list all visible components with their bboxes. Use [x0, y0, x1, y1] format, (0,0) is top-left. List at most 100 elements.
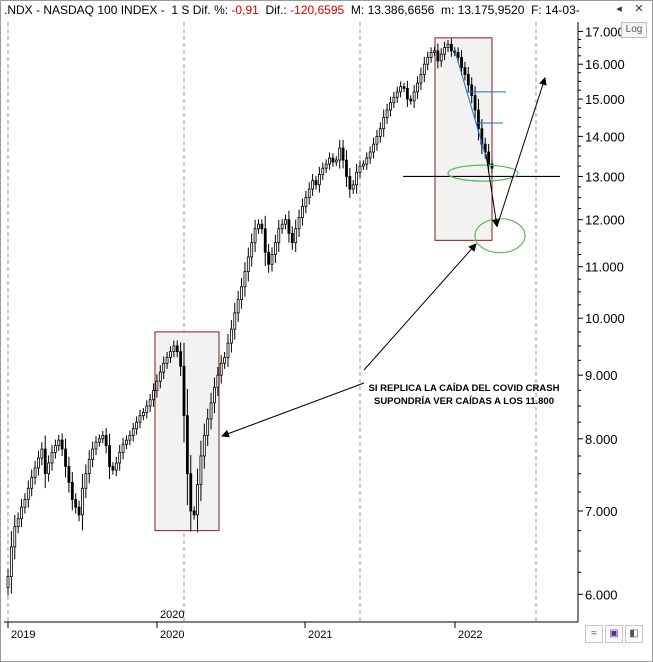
- candle-body: [375, 135, 379, 145]
- candle-body: [155, 380, 159, 391]
- candle-body: [277, 228, 281, 244]
- candle-body: [270, 254, 274, 265]
- candle-body: [40, 448, 44, 459]
- candle-body: [273, 242, 277, 255]
- candle-body: [368, 151, 372, 159]
- candle-body: [70, 482, 74, 500]
- candle-body: [473, 95, 477, 111]
- x-tick-label: 2022: [458, 629, 482, 641]
- candle-body: [60, 439, 64, 450]
- candle-body: [233, 312, 237, 330]
- dif-value: -120,6595: [290, 3, 345, 17]
- log-scale-button[interactable]: Log: [621, 22, 647, 38]
- y-tick-label: 14.000: [585, 129, 625, 144]
- candle-body: [351, 184, 355, 190]
- y-tick-label: 10.000: [585, 311, 625, 326]
- candle-body: [50, 452, 54, 464]
- candle-body: [446, 43, 450, 48]
- price-candles: [6, 38, 494, 596]
- candle-body: [16, 518, 20, 528]
- x-tick-label: 2021: [308, 629, 332, 641]
- candle-body: [402, 86, 406, 89]
- pointer-arrow-current: [363, 243, 477, 371]
- candle-body: [6, 576, 10, 588]
- candle-body: [206, 418, 210, 436]
- candle-body: [287, 219, 291, 234]
- candle-body: [392, 96, 396, 104]
- x-axis: 2019 2020 2021 2022 2020: [7, 609, 482, 641]
- candle-body: [463, 67, 467, 75]
- candle-body: [466, 74, 470, 86]
- candle-body: [314, 180, 318, 186]
- candle-body: [385, 109, 389, 118]
- close-icon[interactable]: ✕: [631, 2, 647, 17]
- candle-body: [30, 476, 34, 489]
- x-tick-label: 2020: [160, 629, 184, 641]
- candle-body: [324, 163, 328, 169]
- candle-body: [84, 473, 88, 489]
- save-icon[interactable]: ▣: [605, 625, 623, 643]
- candle-body: [152, 389, 155, 401]
- candle-body: [477, 109, 480, 130]
- candle-body: [226, 342, 230, 358]
- support-ellipse: [447, 164, 519, 182]
- candle-body: [260, 223, 264, 230]
- wave-icon[interactable]: ≈: [585, 625, 603, 643]
- candle-body: [419, 74, 423, 84]
- candle-body: [114, 462, 118, 471]
- candle-body: [189, 473, 193, 512]
- annotation-line-1: SI REPLICA LA CAÍDA DEL COVID CRASH: [369, 383, 560, 394]
- candle-body: [108, 445, 111, 467]
- annotation-overlays: [221, 47, 560, 438]
- y-tick-label: 16.000: [585, 57, 625, 72]
- date-label: F: 14-03-: [531, 3, 580, 17]
- projection-down-arrow: [485, 153, 500, 228]
- window-icon[interactable]: ◧: [625, 625, 643, 643]
- y-axis: 17.000 16.000 15.000 14.000 13.000 12.000 11.0…: [578, 24, 625, 602]
- candle-body: [135, 421, 139, 430]
- dif-pct-value: -0,91: [231, 3, 259, 17]
- candle-body: [304, 197, 308, 207]
- candle-body: [47, 462, 51, 475]
- candle-body: [77, 506, 81, 516]
- y-tick-label: 15.000: [585, 92, 625, 107]
- chart-title-bar: .NDX - NASDAQ 100 INDEX - 1 S Dif. %: -0…: [4, 1, 609, 19]
- candle-body: [250, 242, 254, 258]
- candle-body: [470, 84, 474, 96]
- candle-body: [23, 499, 27, 508]
- y-tick-label: 8.000: [585, 432, 618, 447]
- max-label: M:: [350, 3, 365, 17]
- candle-body: [331, 157, 335, 163]
- candle-body: [341, 147, 345, 161]
- candle-body: [389, 102, 392, 111]
- candle-body: [317, 173, 321, 186]
- candle-body: [294, 228, 298, 244]
- candle-body: [409, 98, 413, 102]
- candle-body: [399, 86, 403, 93]
- candle-body: [395, 91, 399, 98]
- projection-up-arrow: [496, 76, 547, 227]
- highlight-boxes: [154, 37, 493, 532]
- annotation-line-2: SUPONDRÍA VER CAÍDAS A LOS 11.800: [374, 396, 554, 407]
- candle-body: [267, 251, 271, 265]
- candle-body: [345, 159, 348, 177]
- candle-body: [280, 223, 284, 230]
- candle-body: [101, 435, 105, 440]
- candle-body: [358, 165, 362, 173]
- candle-body: [97, 438, 101, 443]
- candle-body: [185, 415, 189, 475]
- x-tick-label: 2019: [11, 629, 35, 641]
- scroll-left-icon[interactable]: ◂: [611, 2, 627, 17]
- candle-body: [104, 435, 108, 447]
- candle-body: [429, 52, 433, 58]
- candle-body: [334, 159, 338, 163]
- candle-body: [240, 286, 243, 301]
- candle-body: [111, 466, 115, 471]
- candle-body: [67, 466, 71, 483]
- y-tick-label: 9.000: [585, 368, 618, 383]
- candle-body: [26, 487, 30, 500]
- current-correction-box: [434, 37, 493, 241]
- candle-body: [372, 143, 375, 153]
- candle-body: [246, 256, 250, 273]
